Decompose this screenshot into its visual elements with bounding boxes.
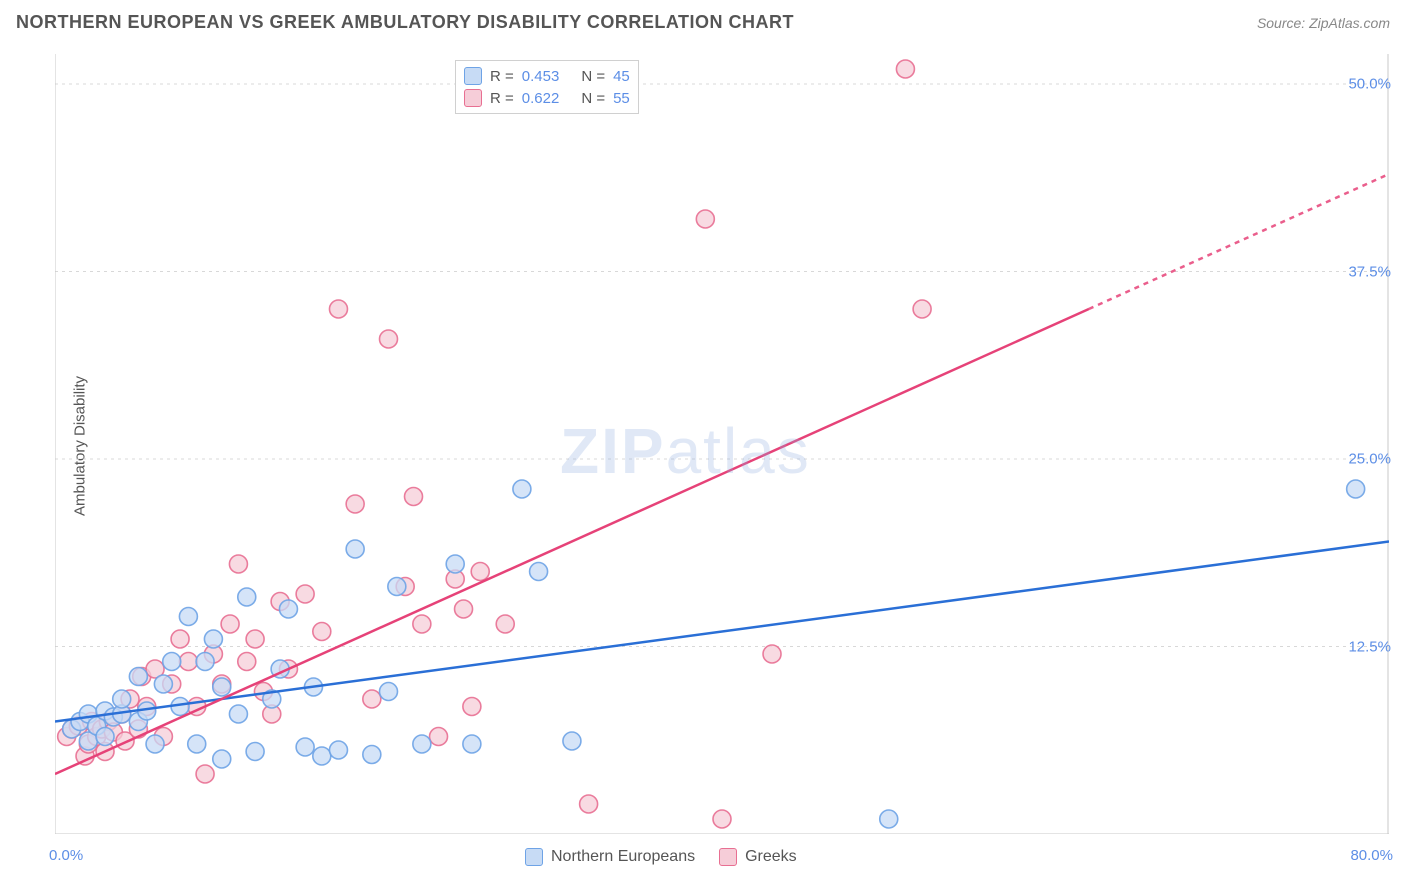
series-legend-label: Greeks — [745, 848, 797, 866]
legend-r-label: R = — [490, 68, 514, 85]
legend-n-label: N = — [581, 90, 605, 107]
legend-n-value: 55 — [613, 90, 630, 107]
scatter-chart-svg — [55, 54, 1389, 834]
series-legend-label: Northern Europeans — [551, 848, 695, 866]
series-legend-item: Greeks — [719, 848, 797, 866]
legend-swatch — [464, 89, 482, 107]
legend-n-value: 45 — [613, 68, 630, 85]
y-tick-label: 50.0% — [1348, 76, 1391, 93]
y-tick-label: 37.5% — [1348, 263, 1391, 280]
stats-legend: R = 0.453 N = 45 R = 0.622 N = 55 — [455, 60, 639, 114]
series-legend: Northern Europeans Greeks — [525, 848, 797, 866]
y-tick-label: 12.5% — [1348, 638, 1391, 655]
legend-swatch — [525, 848, 543, 866]
x-axis-max-label: 80.0% — [1350, 847, 1393, 864]
legend-swatch — [464, 67, 482, 85]
stats-legend-row: R = 0.453 N = 45 — [464, 65, 630, 87]
chart-header: NORTHERN EUROPEAN VS GREEK AMBULATORY DI… — [16, 12, 1390, 33]
series-legend-item: Northern Europeans — [525, 848, 695, 866]
chart-source: Source: ZipAtlas.com — [1257, 15, 1390, 31]
legend-swatch — [719, 848, 737, 866]
legend-r-value: 0.453 — [522, 68, 560, 85]
plot-area: ZIPatlas 12.5%25.0%37.5%50.0% 0.0% 80.0%… — [55, 54, 1389, 834]
legend-r-label: R = — [490, 90, 514, 107]
chart-title: NORTHERN EUROPEAN VS GREEK AMBULATORY DI… — [16, 12, 794, 33]
x-axis-min-label: 0.0% — [49, 847, 83, 864]
legend-n-label: N = — [581, 68, 605, 85]
legend-r-value: 0.622 — [522, 90, 560, 107]
stats-legend-row: R = 0.622 N = 55 — [464, 87, 630, 109]
y-tick-label: 25.0% — [1348, 451, 1391, 468]
